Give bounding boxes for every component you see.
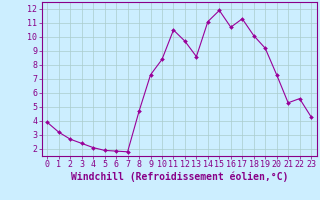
X-axis label: Windchill (Refroidissement éolien,°C): Windchill (Refroidissement éolien,°C) bbox=[70, 172, 288, 182]
